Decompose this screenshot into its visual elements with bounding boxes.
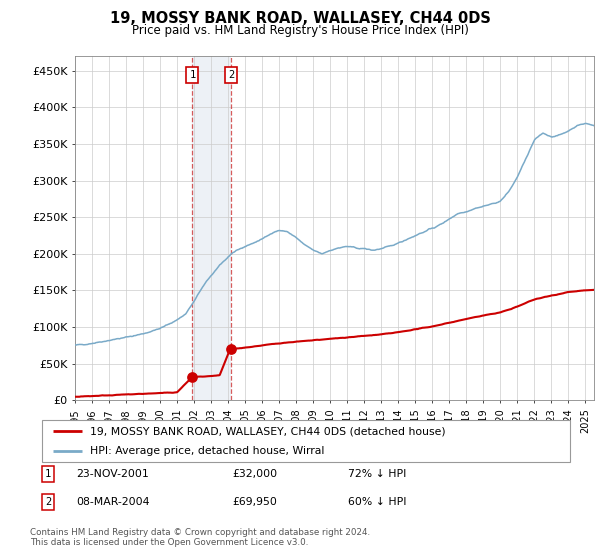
- Text: 2: 2: [228, 70, 235, 80]
- Point: [188, 372, 197, 381]
- Bar: [193, 56, 231, 400]
- Text: Price paid vs. HM Land Registry's House Price Index (HPI): Price paid vs. HM Land Registry's House …: [131, 24, 469, 37]
- Text: £69,950: £69,950: [232, 497, 277, 507]
- Text: 1: 1: [45, 469, 52, 479]
- Text: 60% ↓ HPI: 60% ↓ HPI: [348, 497, 407, 507]
- Text: £32,000: £32,000: [232, 469, 277, 479]
- Text: 23-NOV-2001: 23-NOV-2001: [76, 469, 149, 479]
- Text: 08-MAR-2004: 08-MAR-2004: [76, 497, 150, 507]
- Text: HPI: Average price, detached house, Wirral: HPI: Average price, detached house, Wirr…: [89, 446, 324, 456]
- Point: [226, 344, 236, 353]
- FancyBboxPatch shape: [42, 420, 570, 462]
- Text: 72% ↓ HPI: 72% ↓ HPI: [348, 469, 407, 479]
- Text: 19, MOSSY BANK ROAD, WALLASEY, CH44 0DS: 19, MOSSY BANK ROAD, WALLASEY, CH44 0DS: [110, 11, 490, 26]
- Text: 19, MOSSY BANK ROAD, WALLASEY, CH44 0DS (detached house): 19, MOSSY BANK ROAD, WALLASEY, CH44 0DS …: [89, 426, 445, 436]
- Text: 2: 2: [45, 497, 52, 507]
- Text: Contains HM Land Registry data © Crown copyright and database right 2024.
This d: Contains HM Land Registry data © Crown c…: [30, 528, 370, 547]
- Text: 1: 1: [189, 70, 196, 80]
